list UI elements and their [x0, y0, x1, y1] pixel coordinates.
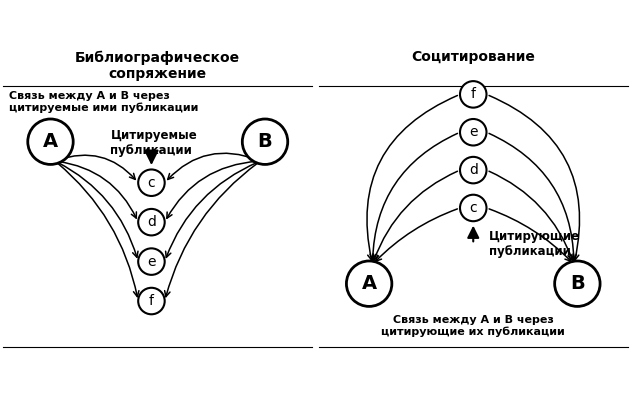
Text: f: f — [149, 294, 154, 308]
Text: e: e — [469, 125, 478, 139]
Circle shape — [346, 261, 392, 306]
Text: A: A — [43, 132, 58, 151]
Circle shape — [555, 261, 600, 306]
Circle shape — [242, 119, 288, 164]
Circle shape — [138, 288, 165, 314]
Text: e: e — [147, 254, 156, 269]
Text: d: d — [147, 215, 156, 229]
Circle shape — [460, 119, 487, 145]
Text: c: c — [469, 201, 477, 215]
Text: Цитируемые
публикации: Цитируемые публикации — [110, 129, 197, 157]
Circle shape — [138, 170, 165, 196]
Text: Связь между А и В через
цитирующие их публикации: Связь между А и В через цитирующие их пу… — [381, 315, 565, 337]
Text: A: A — [362, 274, 377, 293]
Circle shape — [138, 249, 165, 275]
Text: d: d — [469, 163, 478, 177]
Text: B: B — [570, 274, 585, 293]
Text: Цитирующие
публикации: Цитирующие публикации — [489, 230, 580, 258]
Circle shape — [460, 195, 487, 221]
Text: B: B — [257, 132, 273, 151]
Circle shape — [460, 81, 487, 108]
Text: Библиографическое
сопряжение: Библиографическое сопряжение — [75, 50, 240, 81]
Circle shape — [460, 157, 487, 183]
Text: f: f — [471, 87, 476, 101]
Text: Социтирование: Социтирование — [411, 50, 535, 64]
Text: Связь между А и В через
цитируемые ими публикации: Связь между А и В через цитируемые ими п… — [9, 91, 199, 114]
Text: c: c — [148, 176, 155, 190]
Circle shape — [28, 119, 73, 164]
Circle shape — [138, 209, 165, 235]
